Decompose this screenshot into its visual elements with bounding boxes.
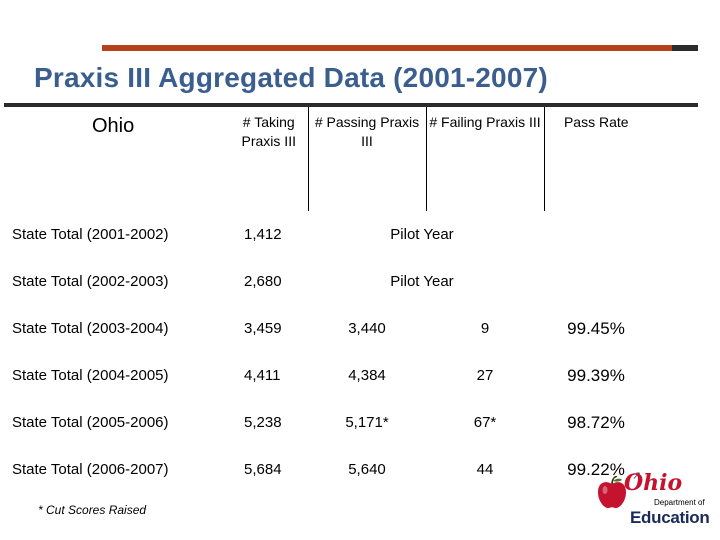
cell-pass-rate: 99.22% (567, 459, 625, 479)
logo-department: Department of (654, 498, 705, 507)
cell-failing: 44 (476, 461, 494, 478)
table-row: State Total (2003-2004) 3,459 3,440 9 99… (10, 305, 648, 352)
row-label: State Total (2001-2002) (12, 226, 169, 243)
cell-taking: 1,412 (244, 226, 282, 243)
header-failing: # Failing Praxis III (426, 107, 545, 211)
table-row: State Total (2005-2006) 5,238 5,171* 67*… (10, 399, 648, 446)
cell-pilot-note: Pilot Year (390, 226, 454, 243)
row-label: State Total (2002-2003) (12, 273, 169, 290)
header-taking: # Taking Praxis III (230, 107, 309, 211)
row-label: State Total (2003-2004) (12, 320, 169, 337)
cell-pass-rate: 99.45% (567, 318, 625, 338)
slide-title: Praxis III Aggregated Data (2001-2007) (34, 62, 548, 93)
accent-bar-top (102, 45, 672, 51)
title-underline-bar (4, 103, 698, 107)
footnote: * Cut Scores Raised (38, 503, 147, 517)
ohio-education-logo: Ohio Department of Education (596, 470, 714, 532)
header-passing: # Passing Praxis III (308, 107, 427, 211)
logo-script-ohio: Ohio (624, 470, 683, 496)
cell-pass-rate: 98.72% (567, 412, 625, 432)
header-pass-rate: Pass Rate (563, 114, 629, 130)
table-header-row: Ohio # Taking Praxis III # Passing Praxi… (10, 107, 648, 211)
pointer-cursor-icon: ↗ (632, 470, 642, 482)
cell-passing: 4,384 (348, 367, 386, 384)
cell-pass-rate: 99.39% (567, 365, 625, 385)
header-state: Ohio (92, 115, 135, 137)
cell-failing: 67* (473, 414, 497, 431)
cell-passing: 3,440 (348, 320, 386, 337)
table-row: State Total (2004-2005) 4,411 4,384 27 9… (10, 352, 648, 399)
cell-taking: 2,680 (244, 273, 282, 290)
row-label: State Total (2005-2006) (12, 414, 169, 431)
table-row: State Total (2006-2007) 5,684 5,640 44 9… (10, 446, 648, 493)
cell-pilot-note: Pilot Year (390, 273, 454, 290)
cell-taking: 4,411 (244, 367, 281, 384)
table-row: State Total (2001-2002) 1,412 Pilot Year (10, 211, 648, 258)
table-row: State Total (2002-2003) 2,680 Pilot Year (10, 258, 648, 305)
cell-taking: 5,238 (244, 414, 282, 431)
cell-taking: 5,684 (244, 461, 282, 478)
cell-taking: 3,459 (244, 320, 282, 337)
accent-bar-top-dark (672, 45, 698, 51)
row-label: State Total (2006-2007) (12, 461, 169, 478)
cell-passing: 5,171* (345, 414, 389, 431)
cell-passing: 5,640 (348, 461, 386, 478)
cell-failing: 9 (480, 320, 490, 337)
praxis-data-table: Ohio # Taking Praxis III # Passing Praxi… (10, 107, 648, 493)
row-label: State Total (2004-2005) (12, 367, 169, 384)
logo-education: Education (630, 508, 710, 527)
apple-icon (598, 476, 626, 509)
cell-failing: 27 (476, 367, 494, 384)
